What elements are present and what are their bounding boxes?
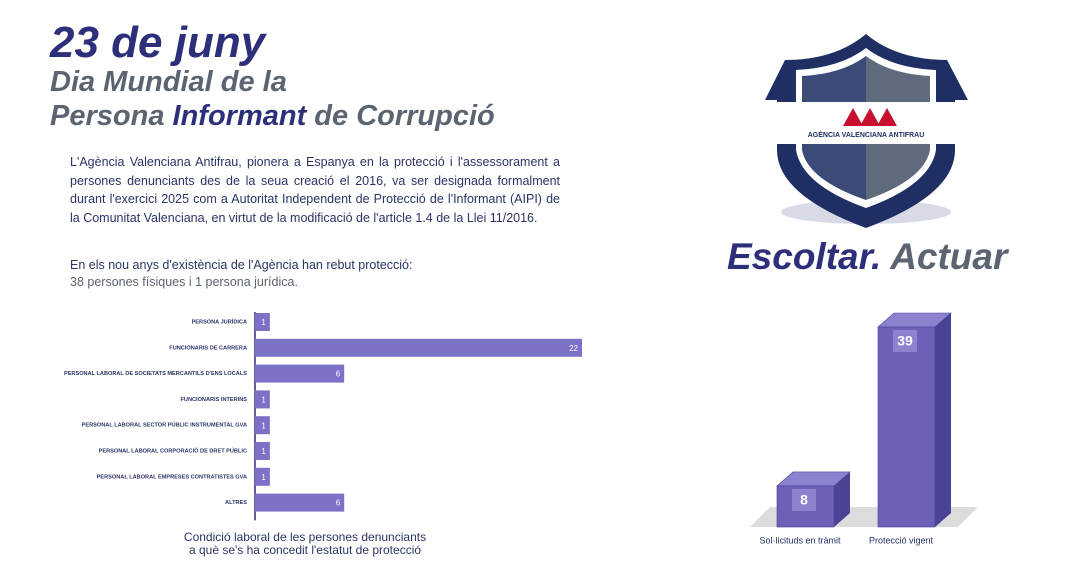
slogan: Escoltar. Actuar	[727, 236, 1007, 278]
category-label: PERSONA JURÍDICA	[192, 317, 247, 325]
category-label: Sol·licituds en tràmit	[759, 535, 841, 545]
bar	[255, 313, 270, 331]
bar3d-chart: 8 Sol·licituds en tràmit 39 Protecció vigen…	[750, 312, 978, 545]
value-label: 1	[261, 421, 266, 430]
category-label: FUNCIONARIS INTERINS	[180, 397, 247, 403]
bar	[255, 364, 345, 383]
title-part: Informant	[172, 100, 307, 132]
caption: Condició laboral de les persones denunci…	[184, 530, 426, 544]
title-part: Persona	[50, 100, 165, 132]
value-label: 1	[261, 473, 266, 482]
slogan-part: Escoltar.	[727, 236, 882, 277]
category-label: ALTRES	[225, 500, 247, 506]
summary-line: En els nou anys d'existència de l'Agènci…	[70, 258, 413, 272]
summary: En els nou anys d'existència de l'Agènci…	[70, 257, 413, 291]
category-label: FUNCIONARIS DE CARRERA	[169, 345, 247, 351]
bar	[255, 467, 270, 486]
category-label: PERSONAL LABORAL EMPRESES CONTRATISTES G…	[97, 474, 247, 480]
date-title: 23 de juny	[50, 18, 266, 67]
logo: AGÈNCIA VALENCIANA ANTIFRAU	[765, 34, 968, 228]
value-label: 6	[336, 370, 341, 379]
intro-text: L'Agència Valenciana Antifrau, pionera a…	[70, 155, 560, 225]
title-line: Dia Mundial de la	[50, 66, 287, 98]
summary-line: 38 persones físiques i 1 persona jurídic…	[70, 275, 298, 289]
category-label: PERSONAL LABORAL SECTOR PÚBLIC INSTRUMEN…	[82, 422, 247, 429]
logo-mark	[843, 108, 897, 126]
slogan-part: Actuar	[890, 236, 1008, 277]
bar-side	[935, 313, 951, 527]
category-label: Protecció vigent	[869, 535, 934, 545]
logo-text: AGÈNCIA VALENCIANA ANTIFRAU	[808, 130, 925, 139]
bar	[255, 338, 582, 357]
bar	[255, 442, 270, 460]
value-label: 8	[800, 492, 808, 508]
bar	[255, 416, 270, 435]
value-label: 22	[569, 344, 578, 353]
value-label: 6	[336, 499, 341, 508]
value-box	[893, 330, 917, 352]
value-label: 1	[261, 447, 266, 456]
caption: a què se's ha concedit l'estatut de prot…	[189, 543, 421, 557]
value-label: 1	[261, 318, 266, 327]
title-part: de Corrupció	[314, 100, 495, 132]
value-label: 1	[261, 396, 266, 405]
bar-chart: PERSONA JURÍDICA 1 FUNCIONARIS DE CARRERA 2…	[64, 312, 582, 557]
value-box	[792, 488, 816, 511]
value-label: 39	[897, 333, 913, 349]
title-line: Persona Informant de Corrupció	[50, 100, 495, 133]
bar-side	[834, 471, 850, 527]
bar	[877, 326, 936, 528]
bar	[255, 390, 270, 409]
category-label: PERSONAL LABORAL DE SOCIETATS MERCANTILS…	[64, 371, 247, 377]
bar	[255, 493, 345, 512]
category-label: PERSONAL LABORAL CORPORACIÓ DE DRET PÚBL…	[99, 446, 247, 454]
